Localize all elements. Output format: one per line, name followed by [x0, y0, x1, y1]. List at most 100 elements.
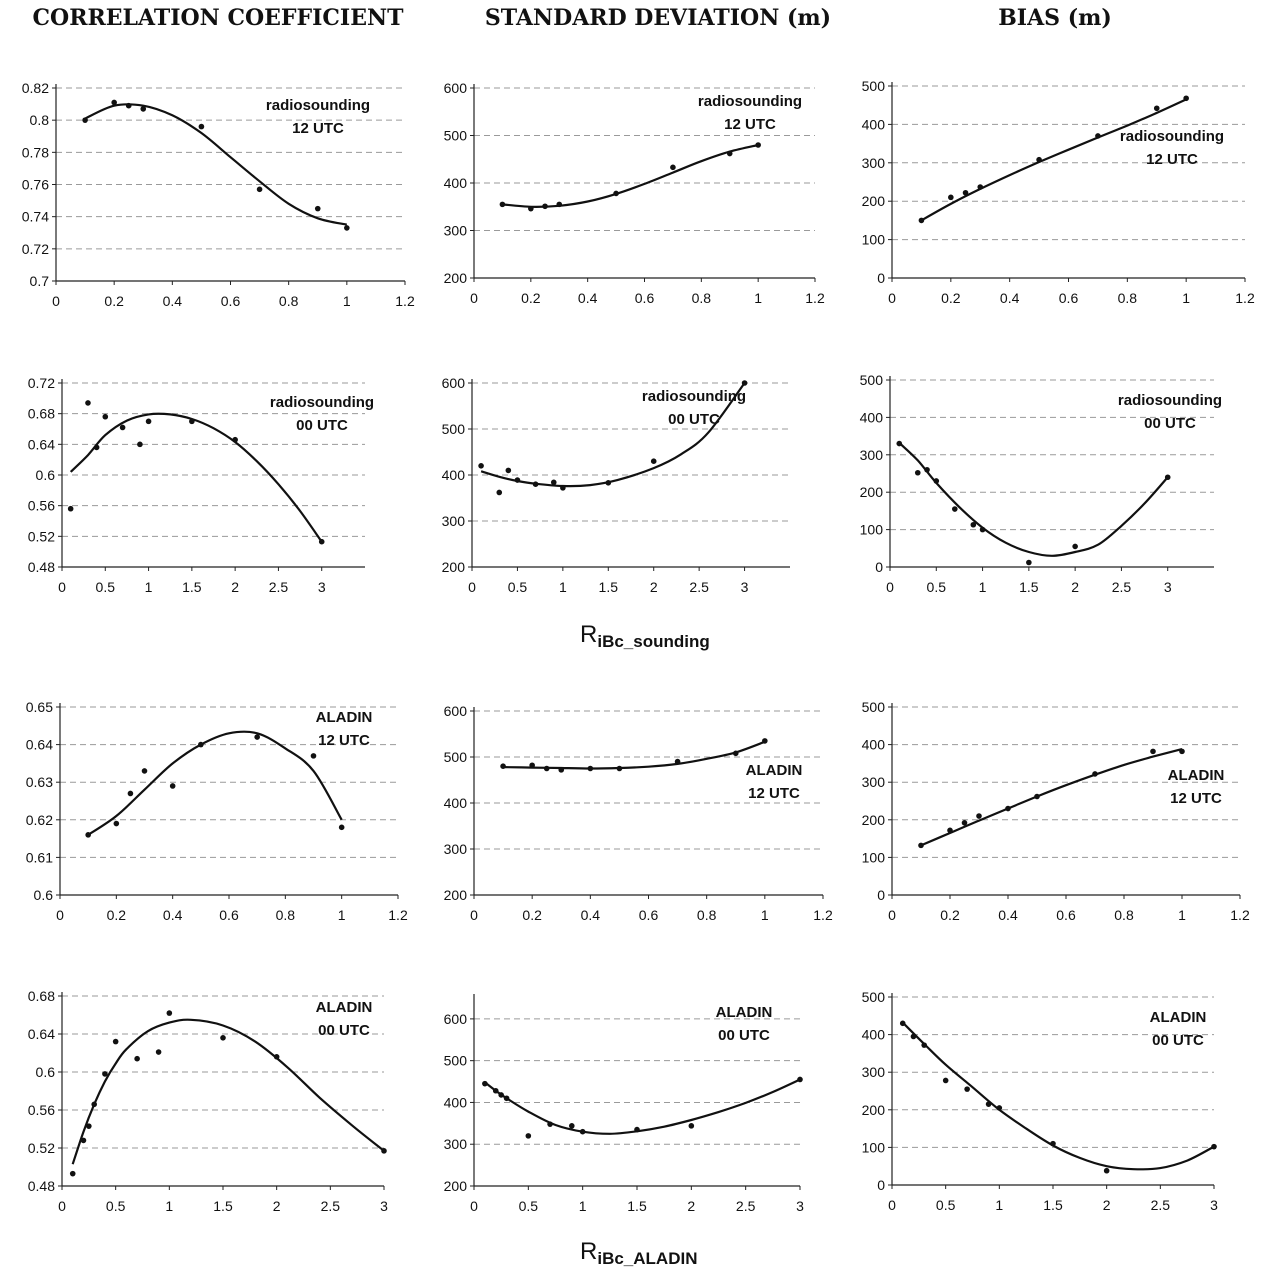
x-tick-label: 0 — [58, 1198, 66, 1214]
y-tick-label: 0 — [877, 270, 885, 286]
x-tick-label: 2.5 — [321, 1198, 341, 1214]
x-tick-label: 0.2 — [104, 293, 124, 309]
y-tick-label: 0.6 — [34, 887, 54, 903]
data-point — [86, 1123, 92, 1129]
y-tick-label: 300 — [444, 223, 468, 239]
data-point — [634, 1126, 640, 1133]
x-tick-label: 0.6 — [221, 293, 241, 309]
data-point — [616, 765, 623, 772]
data-point — [560, 485, 566, 491]
x-tick-label: 0 — [468, 579, 476, 595]
row-label-aladin: RiBc_ALADIN — [580, 1238, 697, 1268]
panel-11: 200 300 400 500 600 0 0.5 1 1.5 2 2.5 3 ALADIN 00 UTC — [444, 994, 804, 1214]
x-tick-label: 3 — [741, 579, 749, 595]
y-tick-label: 500 — [442, 421, 466, 437]
row-label-sounding-main: R — [580, 621, 597, 648]
annotation-source: radiosounding — [1118, 392, 1222, 409]
y-tick-label: 0.76 — [22, 177, 49, 193]
x-tick-label: 0.5 — [96, 579, 116, 595]
data-point — [996, 1105, 1003, 1111]
data-point — [127, 790, 134, 797]
data-point — [942, 1077, 949, 1084]
data-point — [67, 505, 74, 512]
x-tick-label: 2.5 — [736, 1198, 756, 1214]
y-tick-label: 100 — [862, 849, 886, 865]
x-tick-label: 0.4 — [1000, 290, 1020, 306]
data-point — [499, 201, 506, 208]
data-point — [543, 765, 550, 772]
data-point — [1050, 1140, 1056, 1147]
panel-2: 200 300 400 500 600 0 0.2 0.4 0.6 0.8 1 1.2 radiosou… — [444, 80, 825, 306]
panel-1: 0.7 0.72 0.74 0.76 0.78 0.8 0.82 0 0.2 0.4 0.6 0.8 1… — [22, 80, 415, 309]
x-tick-label: 1.2 — [1230, 907, 1250, 923]
annotation-time: 00 UTC — [318, 1022, 370, 1039]
data-point — [918, 217, 925, 224]
data-point — [82, 117, 88, 123]
data-point — [310, 753, 317, 759]
x-tick-label: 0 — [470, 907, 478, 923]
annotation-source: radiosounding — [642, 388, 746, 405]
x-tick-label: 1 — [579, 1198, 587, 1214]
y-tick-label: 0.82 — [22, 80, 49, 96]
data-point — [924, 466, 930, 473]
row-label-sounding: RiBc_sounding — [580, 621, 710, 651]
row-label-sounding-sub: iBc_sounding — [597, 632, 709, 651]
column-title-bias: BIAS (m) — [998, 5, 1112, 31]
x-tick-label: 1.5 — [182, 579, 202, 595]
x-tick-label: 1 — [559, 579, 567, 595]
y-tick-label: 600 — [444, 703, 468, 719]
y-tick-label: 600 — [444, 1011, 468, 1027]
data-point — [550, 479, 557, 486]
x-tick-label: 0.8 — [697, 907, 717, 923]
data-point — [587, 765, 594, 772]
data-point — [1150, 748, 1156, 755]
column-title-standard-deviation: STANDARD DEVIATION (m) — [485, 5, 831, 31]
data-point — [921, 1042, 927, 1048]
data-point — [670, 164, 676, 171]
x-tick-label: 1 — [165, 1198, 173, 1214]
x-tick-label: 0.4 — [578, 290, 598, 306]
data-point — [970, 521, 977, 528]
data-point — [166, 1010, 173, 1016]
data-point — [542, 203, 548, 210]
data-point — [93, 444, 100, 451]
data-point — [977, 184, 984, 190]
x-tick-label: 0.2 — [940, 907, 960, 923]
x-tick-label: 2 — [1103, 1197, 1111, 1213]
data-point — [896, 440, 903, 447]
data-point — [189, 418, 195, 425]
y-tick-label: 0.74 — [22, 209, 49, 225]
data-point — [1026, 559, 1032, 566]
data-point — [976, 813, 982, 819]
x-tick-label: 0.8 — [1114, 907, 1134, 923]
annotation-time: 12 UTC — [1170, 790, 1222, 807]
data-point — [741, 380, 748, 386]
panel-6: 0 100 200 300 400 500 0 0.5 1 1.5 2 2.5 3 radiosoundi… — [860, 372, 1222, 595]
y-tick-label: 500 — [444, 749, 468, 765]
data-point — [1153, 105, 1160, 112]
y-tick-label: 400 — [862, 737, 886, 753]
x-tick-label: 1.5 — [627, 1198, 647, 1214]
data-point — [1183, 95, 1189, 102]
y-tick-label: 500 — [860, 372, 884, 388]
y-tick-label: 0.63 — [26, 774, 53, 790]
y-tick-label: 0.72 — [28, 375, 55, 391]
panel-8: 200 300 400 500 600 0 0.2 0.4 0.6 0.8 1 1.2 ALADIN 12… — [444, 703, 833, 923]
x-tick-label: 0.8 — [276, 907, 296, 923]
x-tick-label: 1 — [338, 907, 346, 923]
data-point — [726, 150, 733, 157]
x-tick-label: 0.8 — [1118, 290, 1138, 306]
y-tick-label: 200 — [862, 1102, 886, 1118]
data-point — [1095, 133, 1101, 139]
data-point — [674, 758, 681, 765]
panel-10: 0.48 0.52 0.56 0.6 0.64 0.68 0 0.5 1 1.5 2 2.5 3 ALAD… — [28, 988, 388, 1214]
data-point — [1211, 1143, 1217, 1150]
x-tick-label: 1 — [145, 579, 153, 595]
y-tick-label: 200 — [444, 887, 468, 903]
y-tick-label: 0.64 — [26, 737, 53, 753]
data-point — [102, 413, 109, 420]
annotation-source: ALADIN — [1168, 767, 1225, 784]
x-tick-label: 2.5 — [689, 579, 709, 595]
